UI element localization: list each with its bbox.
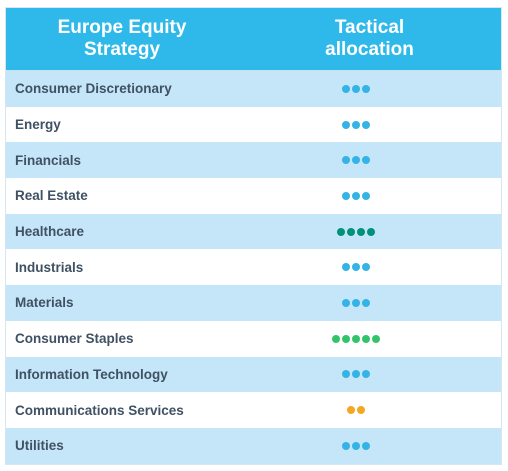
allocation-dot-icon bbox=[342, 156, 350, 165]
allocation-dots bbox=[315, 406, 501, 415]
table-row: Financials bbox=[6, 142, 501, 179]
header-strategy-line1: Europe Equity bbox=[57, 17, 187, 38]
allocation-dot-icon bbox=[347, 227, 355, 236]
table-row: Materials bbox=[6, 285, 501, 321]
header-allocation-line2: allocation bbox=[325, 39, 414, 60]
header-strategy-line2: Strategy bbox=[83, 39, 161, 60]
allocation-dot-icon bbox=[362, 334, 370, 343]
allocation-dot-icon bbox=[352, 84, 360, 93]
allocation-dot-icon bbox=[342, 84, 350, 93]
allocation-dot-icon bbox=[352, 441, 360, 450]
allocation-dot-icon bbox=[342, 298, 350, 307]
allocation-dot-icon bbox=[352, 120, 360, 129]
allocation-dots bbox=[315, 156, 501, 165]
allocation-dots bbox=[315, 298, 501, 307]
allocation-dot-icon bbox=[362, 156, 370, 165]
table-row: Energy bbox=[6, 107, 501, 143]
allocation-dot-icon bbox=[342, 441, 350, 450]
table-row: Information Technology bbox=[6, 356, 501, 393]
allocation-dot-icon bbox=[357, 406, 365, 415]
allocation-dots bbox=[315, 441, 501, 450]
sector-label: Materials bbox=[15, 295, 74, 311]
allocation-dot-icon bbox=[337, 227, 345, 236]
sector-label: Consumer Discretionary bbox=[15, 81, 172, 97]
table-row: Healthcare bbox=[6, 213, 501, 250]
allocation-dot-icon bbox=[352, 191, 360, 200]
allocation-dots bbox=[315, 263, 501, 272]
allocation-dot-icon bbox=[362, 84, 370, 93]
table-row: Communications Services bbox=[6, 392, 501, 428]
allocation-table: Europe Equity Strategy Tactical allocati… bbox=[5, 7, 502, 465]
sector-label: Utilities bbox=[15, 438, 64, 454]
allocation-dot-icon bbox=[352, 156, 360, 165]
allocation-dot-icon bbox=[362, 298, 370, 307]
allocation-dots bbox=[315, 227, 501, 236]
allocation-dot-icon bbox=[352, 334, 360, 343]
allocation-dot-icon bbox=[352, 298, 360, 307]
allocation-dots bbox=[315, 370, 501, 379]
allocation-dot-icon bbox=[347, 406, 355, 415]
allocation-dot-icon bbox=[357, 227, 365, 236]
sector-label: Energy bbox=[15, 117, 61, 133]
sector-label: Industrials bbox=[15, 259, 84, 275]
table-row: Utilities bbox=[6, 427, 501, 464]
table-body: Consumer Discretionary Energy Financials Re… bbox=[6, 71, 501, 464]
allocation-dot-icon bbox=[362, 191, 370, 200]
header-strategy: Europe Equity Strategy bbox=[6, 17, 238, 61]
allocation-dot-icon bbox=[367, 227, 375, 236]
allocation-dot-icon bbox=[332, 334, 340, 343]
allocation-dot-icon bbox=[352, 263, 360, 272]
sector-label: Real Estate bbox=[15, 188, 88, 204]
table-row: Consumer Discretionary bbox=[6, 71, 501, 107]
allocation-dot-icon bbox=[342, 263, 350, 272]
allocation-dot-icon bbox=[342, 120, 350, 129]
sector-label: Healthcare bbox=[15, 224, 85, 240]
allocation-dot-icon bbox=[372, 334, 380, 343]
allocation-dot-icon bbox=[342, 191, 350, 200]
allocation-dot-icon bbox=[362, 441, 370, 450]
allocation-dots bbox=[315, 84, 501, 93]
header-allocation: Tactical allocation bbox=[238, 17, 501, 61]
sector-label: Consumer Staples bbox=[15, 331, 134, 347]
allocation-dot-icon bbox=[342, 370, 350, 379]
header-allocation-line1: Tactical bbox=[334, 17, 405, 38]
allocation-dots bbox=[315, 191, 501, 200]
allocation-dot-icon bbox=[352, 370, 360, 379]
allocation-dots bbox=[315, 334, 501, 343]
allocation-dots bbox=[315, 120, 501, 129]
allocation-dot-icon bbox=[362, 370, 370, 379]
sector-label: Financials bbox=[15, 152, 82, 168]
table-header: Europe Equity Strategy Tactical allocati… bbox=[6, 8, 501, 71]
table-row: Industrials bbox=[6, 249, 501, 285]
table-row: Consumer Staples bbox=[6, 321, 501, 357]
allocation-dot-icon bbox=[342, 334, 350, 343]
allocation-dot-icon bbox=[362, 263, 370, 272]
allocation-dot-icon bbox=[362, 120, 370, 129]
table-row: Real Estate bbox=[6, 178, 501, 214]
sector-label: Information Technology bbox=[15, 366, 168, 382]
sector-label: Communications Services bbox=[15, 402, 184, 418]
